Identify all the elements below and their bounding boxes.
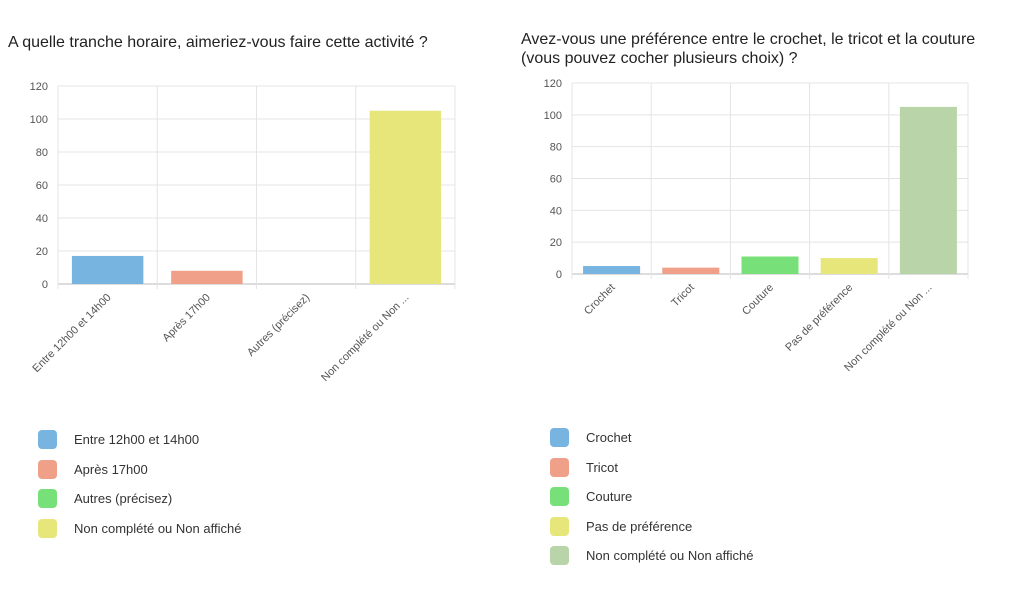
legend-swatch xyxy=(550,457,569,477)
legend-item[interactable]: Tricot xyxy=(550,453,753,483)
legend-swatch xyxy=(38,459,57,479)
legend-swatch xyxy=(550,428,569,448)
bar-4 xyxy=(369,110,442,284)
legend-item[interactable]: Après 17h00 xyxy=(38,455,241,485)
chart-panel-craft-preference: Avez-vous une préférence entre le croche… xyxy=(512,0,1024,608)
y-tick-label: 20 xyxy=(36,246,48,258)
y-tick-label: 40 xyxy=(36,213,48,225)
x-tick-label: Tricot xyxy=(669,282,697,310)
y-tick-label: 20 xyxy=(550,237,562,249)
y-tick-label: 60 xyxy=(36,180,48,192)
legend-item[interactable]: Crochet xyxy=(550,423,753,453)
legend-item[interactable]: Couture xyxy=(550,482,753,512)
x-tick-label: Après 17h00 xyxy=(160,292,213,345)
y-tick-label: 60 xyxy=(550,174,562,186)
chart-legend: Entre 12h00 et 14h00 Après 17h00 Autres … xyxy=(38,425,241,543)
legend-item[interactable]: Non complété ou Non affiché xyxy=(38,514,241,544)
bar-chart: 0 20 40 60 80 100 120 Entre 12h00 et 14h00 Après… xyxy=(30,81,456,384)
legend-item[interactable]: Autres (précisez) xyxy=(38,484,241,514)
legend-label: Non complété ou Non affiché xyxy=(586,548,754,564)
x-tick-label: Couture xyxy=(740,282,776,318)
legend-label: Tricot xyxy=(586,459,619,475)
y-tick-label: 100 xyxy=(544,110,562,122)
bar-2 xyxy=(662,267,720,274)
legend-item[interactable]: Pas de préférence xyxy=(550,512,753,542)
x-tick-label: Crochet xyxy=(582,282,618,318)
x-tick-label: Non complété ou Non ... xyxy=(842,282,934,374)
legend-label: Crochet xyxy=(586,430,632,446)
y-tick-label: 120 xyxy=(30,81,48,93)
chart-title: A quelle tranche horaire, aimeriez-vous … xyxy=(8,34,428,51)
legend-label: Pas de préférence xyxy=(586,518,693,534)
legend-item[interactable]: Entre 12h00 et 14h00 xyxy=(38,425,241,455)
bar-4 xyxy=(820,258,878,274)
bar-1 xyxy=(71,255,144,284)
legend-label: Couture xyxy=(586,489,633,505)
x-tick-label: Autres (précisez) xyxy=(245,292,312,359)
y-tick-label: 120 xyxy=(544,78,562,90)
legend-label: Après 17h00 xyxy=(74,461,148,477)
bar-1 xyxy=(583,266,641,274)
y-tick-label: 100 xyxy=(30,114,48,126)
chart-legend: Crochet Tricot Couture Pas de préférence… xyxy=(550,423,753,571)
bar-5 xyxy=(899,106,957,274)
legend-swatch xyxy=(550,516,569,536)
legend-swatch xyxy=(550,487,569,507)
y-tick-label: 80 xyxy=(550,142,562,154)
bar-3 xyxy=(741,256,799,274)
y-tick-label: 0 xyxy=(556,269,562,281)
chart-title: Avez-vous une préférence entre le croche… xyxy=(521,31,976,67)
legend-swatch xyxy=(38,489,57,509)
legend-swatch xyxy=(550,546,569,566)
y-tick-label: 0 xyxy=(42,279,48,291)
legend-swatch xyxy=(38,430,57,450)
bar-chart: 0 20 40 60 80 100 120 Crochet Tricot Couture Pas d… xyxy=(544,78,969,374)
y-tick-label: 80 xyxy=(36,147,48,159)
legend-label: Non complété ou Non affiché xyxy=(74,520,242,536)
x-tick-label: Non complété ou Non ... xyxy=(319,292,411,384)
x-tick-label: Pas de préférence xyxy=(783,282,855,354)
x-tick-label: Entre 12h00 et 14h00 xyxy=(30,292,113,375)
legend-label: Entre 12h00 et 14h00 xyxy=(74,432,200,448)
legend-label: Autres (précisez) xyxy=(74,491,173,507)
bar-2 xyxy=(171,270,243,284)
y-tick-label: 40 xyxy=(550,205,562,217)
legend-swatch xyxy=(38,518,57,538)
chart-panel-time-slot: A quelle tranche horaire, aimeriez-vous … xyxy=(0,0,500,608)
legend-item[interactable]: Non complété ou Non affiché xyxy=(550,541,753,571)
